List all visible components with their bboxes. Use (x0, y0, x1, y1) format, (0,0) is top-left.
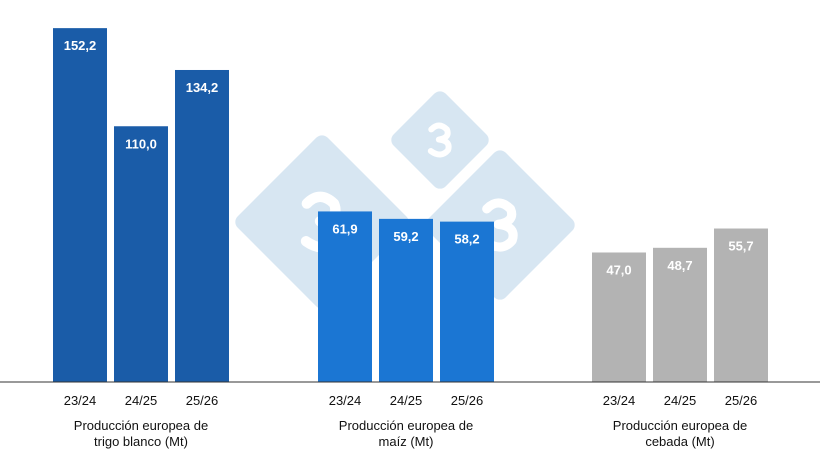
bar (440, 221, 494, 382)
data-label: 134,2 (186, 80, 219, 95)
bar (653, 247, 707, 382)
group-title: Producción europea de (339, 418, 473, 433)
bar (714, 228, 768, 382)
data-label: 47,0 (606, 262, 631, 277)
bar-group-2: 47,0 23/24 48,7 24/25 55,7 25/26 Producción eu… (592, 228, 768, 449)
group-title: cebada (Mt) (645, 434, 714, 449)
bar (592, 252, 646, 382)
watermark-digit-icon (427, 122, 452, 158)
bar-group-0: 152,2 23/24 110,0 24/25 134,2 25/26 Producción… (53, 28, 229, 449)
watermark-digit-icon (481, 198, 518, 252)
category-tick-label: 23/24 (603, 393, 636, 408)
data-label: 110,0 (125, 136, 157, 151)
group-title: trigo blanco (Mt) (94, 434, 188, 449)
category-tick-label: 23/24 (64, 393, 97, 408)
group-title: Producción europea de (74, 418, 208, 433)
category-tick-label: 25/26 (725, 393, 758, 408)
group-title: maíz (Mt) (379, 434, 434, 449)
group-title: Producción europea de (613, 418, 747, 433)
data-label: 55,7 (728, 239, 753, 254)
bar (53, 28, 107, 382)
bar-group-1: 61,9 23/24 59,2 24/25 58,2 25/26 Producción eu… (318, 211, 494, 449)
data-label: 59,2 (393, 229, 418, 244)
data-label: 58,2 (454, 232, 479, 247)
category-tick-label: 23/24 (329, 393, 362, 408)
bar (175, 69, 229, 383)
category-tick-label: 25/26 (451, 393, 484, 408)
bar (318, 211, 372, 382)
category-tick-label: 25/26 (186, 393, 219, 408)
data-label: 61,9 (332, 221, 357, 236)
category-tick-label: 24/25 (125, 393, 158, 408)
bar (379, 218, 433, 382)
data-label: 152,2 (64, 38, 97, 53)
category-tick-label: 24/25 (390, 393, 423, 408)
bar (114, 126, 168, 382)
data-label: 48,7 (667, 258, 692, 273)
category-tick-label: 24/25 (664, 393, 697, 408)
